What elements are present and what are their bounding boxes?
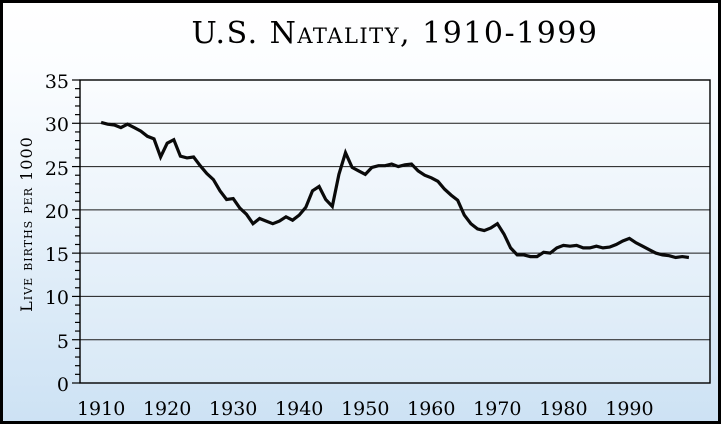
x-tick-label: 1930	[209, 398, 258, 420]
y-tick-label: 10	[44, 287, 69, 310]
plot-background	[80, 80, 710, 383]
y-tick-label: 30	[44, 114, 69, 137]
x-tick-label: 1970	[473, 398, 522, 420]
natality-line	[100, 120, 690, 260]
y-tick-label: 0	[56, 374, 69, 396]
y-tick-label: 15	[44, 244, 69, 267]
x-tick-label: 1990	[605, 398, 654, 420]
chart-title: U.S. Natality, 1910-1999	[191, 16, 599, 51]
x-tick-label: 1920	[142, 398, 192, 420]
x-tick-label: 1960	[407, 398, 456, 420]
x-tick-label: 1940	[275, 398, 324, 420]
y-tick-label: 5	[56, 330, 69, 353]
y-tick-label: 25	[44, 157, 69, 180]
plot-frame	[79, 79, 711, 384]
y-tick-label: 35	[44, 71, 69, 93]
x-tick-label: 1910	[76, 398, 126, 420]
x-tick-label: 1980	[539, 398, 588, 420]
y-tick-label: 20	[44, 200, 69, 223]
plot-area	[72, 79, 711, 384]
x-tick-label: 1950	[341, 398, 390, 420]
